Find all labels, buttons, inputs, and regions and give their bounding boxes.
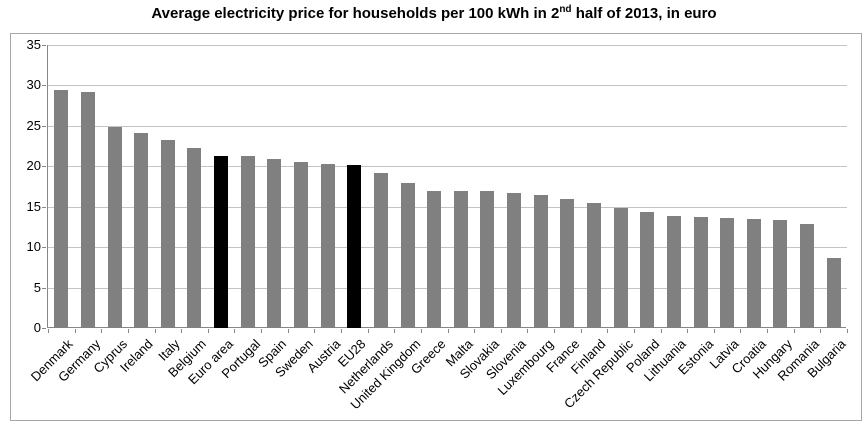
x-tick-mark-26 bbox=[740, 329, 741, 333]
x-tick-mark-2 bbox=[101, 329, 102, 333]
bar-malta bbox=[454, 191, 468, 328]
y-tick-mark-35 bbox=[42, 45, 46, 46]
x-tick-mark-28 bbox=[794, 329, 795, 333]
x-tick-mark-14 bbox=[421, 329, 422, 333]
y-tick-label-5: 5 bbox=[33, 280, 41, 295]
gridline-15 bbox=[48, 207, 847, 208]
x-tick-mark-29 bbox=[820, 329, 821, 333]
x-tick-mark-4 bbox=[155, 329, 156, 333]
bar-latvia bbox=[720, 218, 734, 328]
x-tick-mark-11 bbox=[341, 329, 342, 333]
bar-croatia bbox=[747, 219, 761, 328]
bar-france bbox=[560, 199, 574, 328]
x-tick-mark-3 bbox=[128, 329, 129, 333]
gridline-25 bbox=[48, 126, 847, 127]
x-tick-mark-15 bbox=[448, 329, 449, 333]
x-tick-mark-10 bbox=[314, 329, 315, 333]
y-tick-mark-20 bbox=[42, 166, 46, 167]
gridline-10 bbox=[48, 247, 847, 248]
x-tick-mark-13 bbox=[394, 329, 395, 333]
bar-cyprus bbox=[108, 127, 122, 328]
bar-sweden bbox=[294, 162, 308, 328]
chart-title-superscript: nd bbox=[559, 4, 572, 15]
bar-greece bbox=[427, 191, 441, 328]
x-tick-mark-27 bbox=[767, 329, 768, 333]
y-tick-label-35: 35 bbox=[26, 37, 41, 52]
y-tick-mark-10 bbox=[42, 247, 46, 248]
x-tick-mark-9 bbox=[288, 329, 289, 333]
x-tick-mark-5 bbox=[181, 329, 182, 333]
x-tick-mark-1 bbox=[75, 329, 76, 333]
y-tick-label-30: 30 bbox=[26, 77, 41, 92]
x-tick-mark-24 bbox=[687, 329, 688, 333]
gridline-20 bbox=[48, 166, 847, 167]
bar-romania bbox=[800, 224, 814, 328]
bar-poland bbox=[640, 212, 654, 328]
bar-czech-republic bbox=[614, 208, 628, 328]
x-tick-mark-18 bbox=[527, 329, 528, 333]
bar-hungary bbox=[773, 220, 787, 328]
gridline-30 bbox=[48, 85, 847, 86]
bar-lithuania bbox=[667, 216, 681, 328]
gridline-5 bbox=[48, 288, 847, 289]
y-tick-label-10: 10 bbox=[26, 239, 41, 254]
bar-united-kingdom bbox=[401, 183, 415, 328]
y-tick-mark-25 bbox=[42, 126, 46, 127]
bar-belgium bbox=[187, 148, 201, 328]
plot-frame: 0 5 10 15 20 25 30 35 Denmark Germany Cyprus Irelan… bbox=[10, 33, 862, 421]
x-tick-mark-30 bbox=[847, 329, 848, 333]
bar-denmark bbox=[54, 90, 68, 328]
bar-luxembourg bbox=[534, 195, 548, 328]
bar-netherlands bbox=[374, 173, 388, 328]
chart-title-suffix: half of 2013, in euro bbox=[571, 5, 717, 22]
bar-germany bbox=[81, 92, 95, 328]
bar-portugal bbox=[241, 156, 255, 328]
bar-estonia bbox=[694, 217, 708, 328]
y-tick-mark-5 bbox=[42, 288, 46, 289]
x-tick-mark-0 bbox=[48, 329, 49, 333]
x-tick-mark-6 bbox=[208, 329, 209, 333]
gridline-35 bbox=[48, 45, 847, 46]
x-tick-mark-20 bbox=[581, 329, 582, 333]
x-tick-mark-19 bbox=[554, 329, 555, 333]
x-tick-mark-12 bbox=[368, 329, 369, 333]
x-tick-mark-22 bbox=[634, 329, 635, 333]
x-tick-mark-8 bbox=[261, 329, 262, 333]
x-tick-mark-16 bbox=[474, 329, 475, 333]
x-tick-mark-25 bbox=[714, 329, 715, 333]
bar-bulgaria bbox=[827, 258, 841, 328]
y-tick-label-20: 20 bbox=[26, 158, 41, 173]
y-tick-mark-15 bbox=[42, 207, 46, 208]
chart-title-prefix: Average electricity price for households… bbox=[151, 5, 560, 22]
x-tick-mark-23 bbox=[661, 329, 662, 333]
bar-slovakia bbox=[480, 191, 494, 328]
bar-euro-area bbox=[214, 156, 228, 328]
bar-ireland bbox=[134, 133, 148, 328]
bar-eu28 bbox=[347, 165, 361, 328]
y-tick-label-15: 15 bbox=[26, 199, 41, 214]
plot-area bbox=[47, 45, 848, 333]
bar-finland bbox=[587, 203, 601, 328]
y-tick-mark-0 bbox=[42, 328, 46, 329]
bar-austria bbox=[321, 164, 335, 328]
bar-italy bbox=[161, 140, 175, 328]
chart-title: Average electricity price for households… bbox=[0, 4, 868, 22]
bar-slovenia bbox=[507, 193, 521, 328]
x-tick-mark-17 bbox=[501, 329, 502, 333]
bar-spain bbox=[267, 159, 281, 328]
x-tick-mark-7 bbox=[234, 329, 235, 333]
y-tick-label-0: 0 bbox=[33, 320, 41, 335]
y-tick-mark-30 bbox=[42, 85, 46, 86]
y-tick-label-25: 25 bbox=[26, 118, 41, 133]
x-tick-mark-21 bbox=[607, 329, 608, 333]
